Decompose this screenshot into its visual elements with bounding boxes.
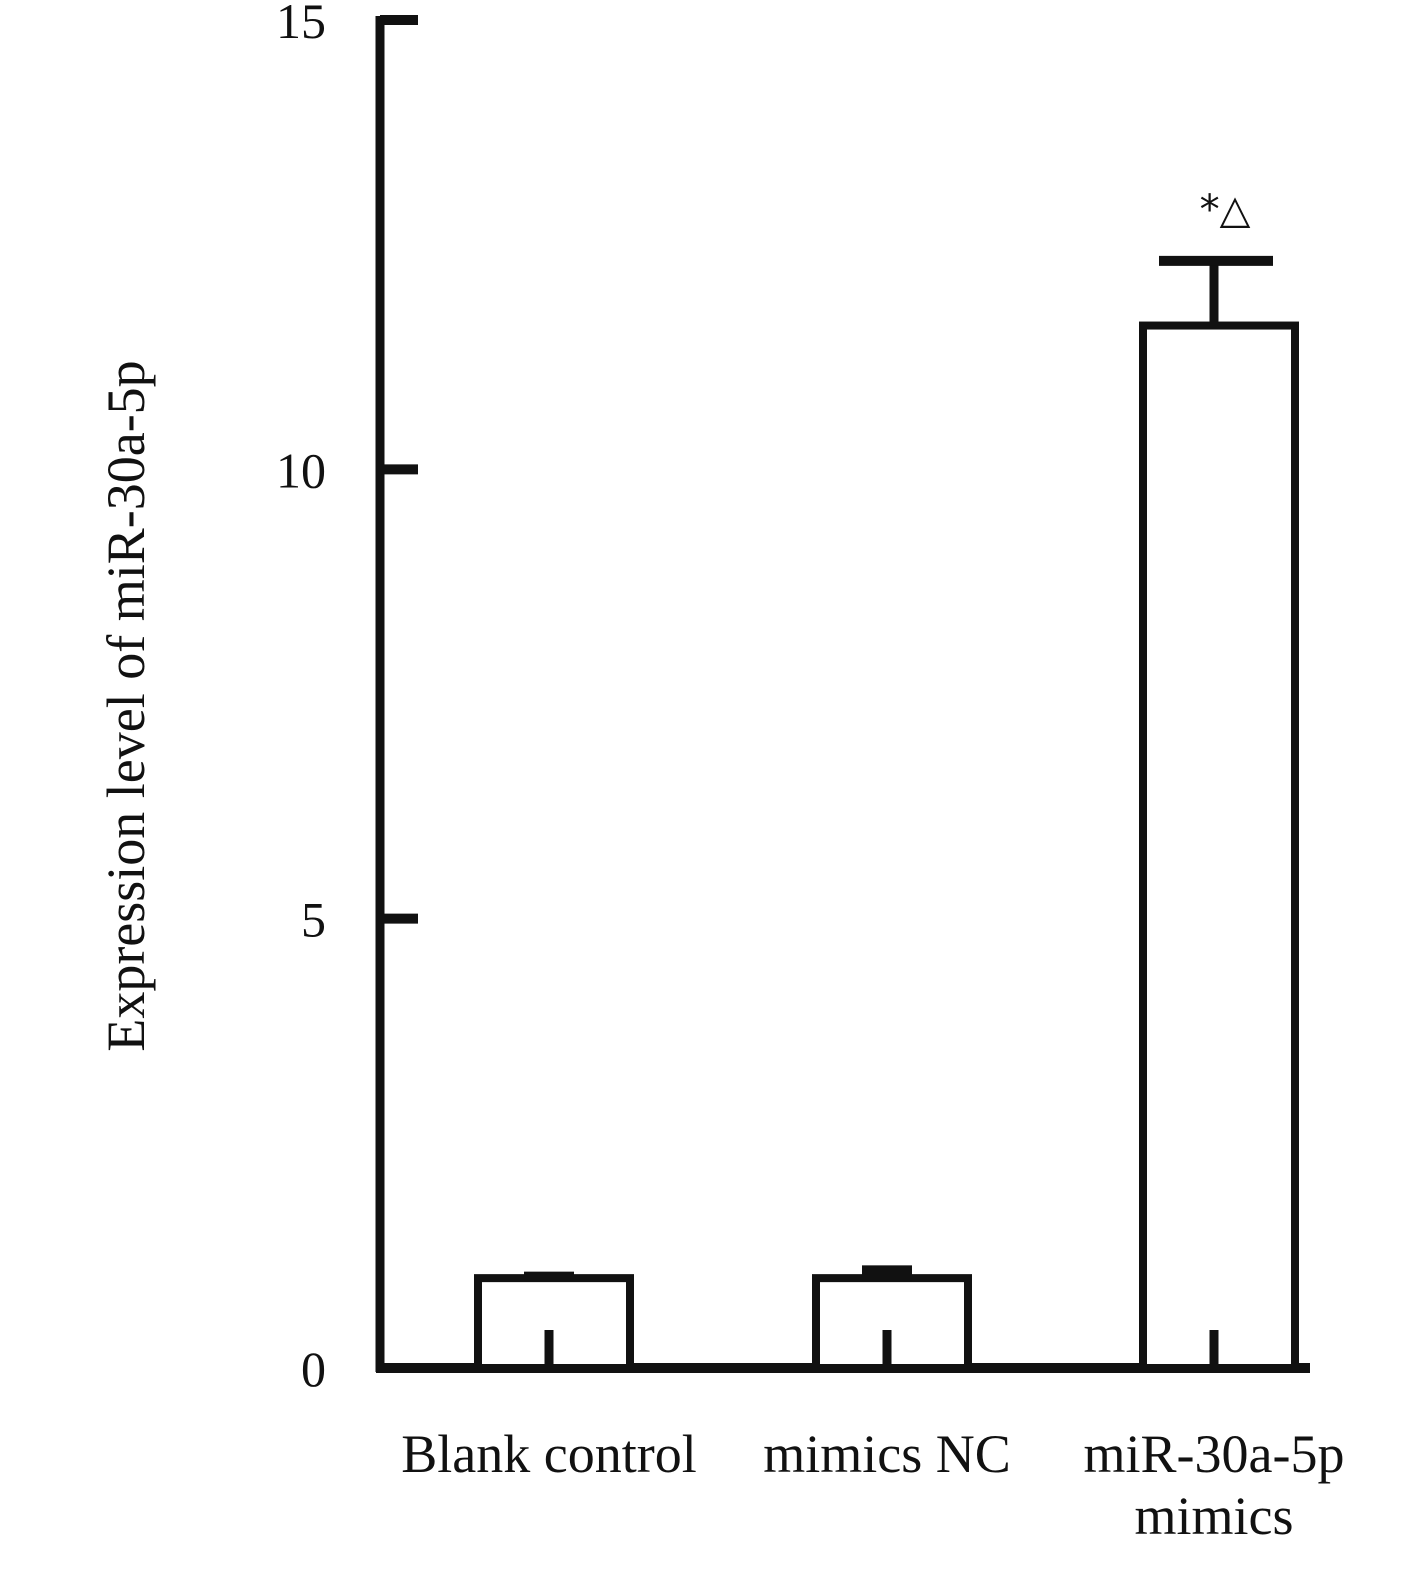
y-tick-label: 0: [301, 1341, 326, 1397]
y-tick-label: 10: [276, 442, 326, 498]
significance-label: *△: [1200, 187, 1251, 233]
error-bar-cap: [862, 1265, 912, 1281]
bar: [474, 1274, 634, 1372]
bars: [474, 255, 1299, 1373]
y-tick-label: 5: [301, 892, 326, 948]
labels: 0 5 10 15 Blank control mimics NC *△ miR-30a-5p…: [276, 0, 1344, 1546]
bar: [812, 1274, 972, 1372]
y-tick-label: 15: [276, 0, 326, 49]
x-category-label: miR-30a-5p: [1084, 1424, 1345, 1484]
x-category-label: mimics NC: [763, 1424, 1011, 1484]
bar: [1139, 321, 1299, 1373]
error-bar-cap: [524, 1271, 574, 1281]
x-category-label: mimics: [1135, 1486, 1294, 1546]
y-axis-title: Expression level of miR-30a-5p: [96, 360, 156, 1051]
x-category-label: Blank control: [401, 1424, 696, 1484]
